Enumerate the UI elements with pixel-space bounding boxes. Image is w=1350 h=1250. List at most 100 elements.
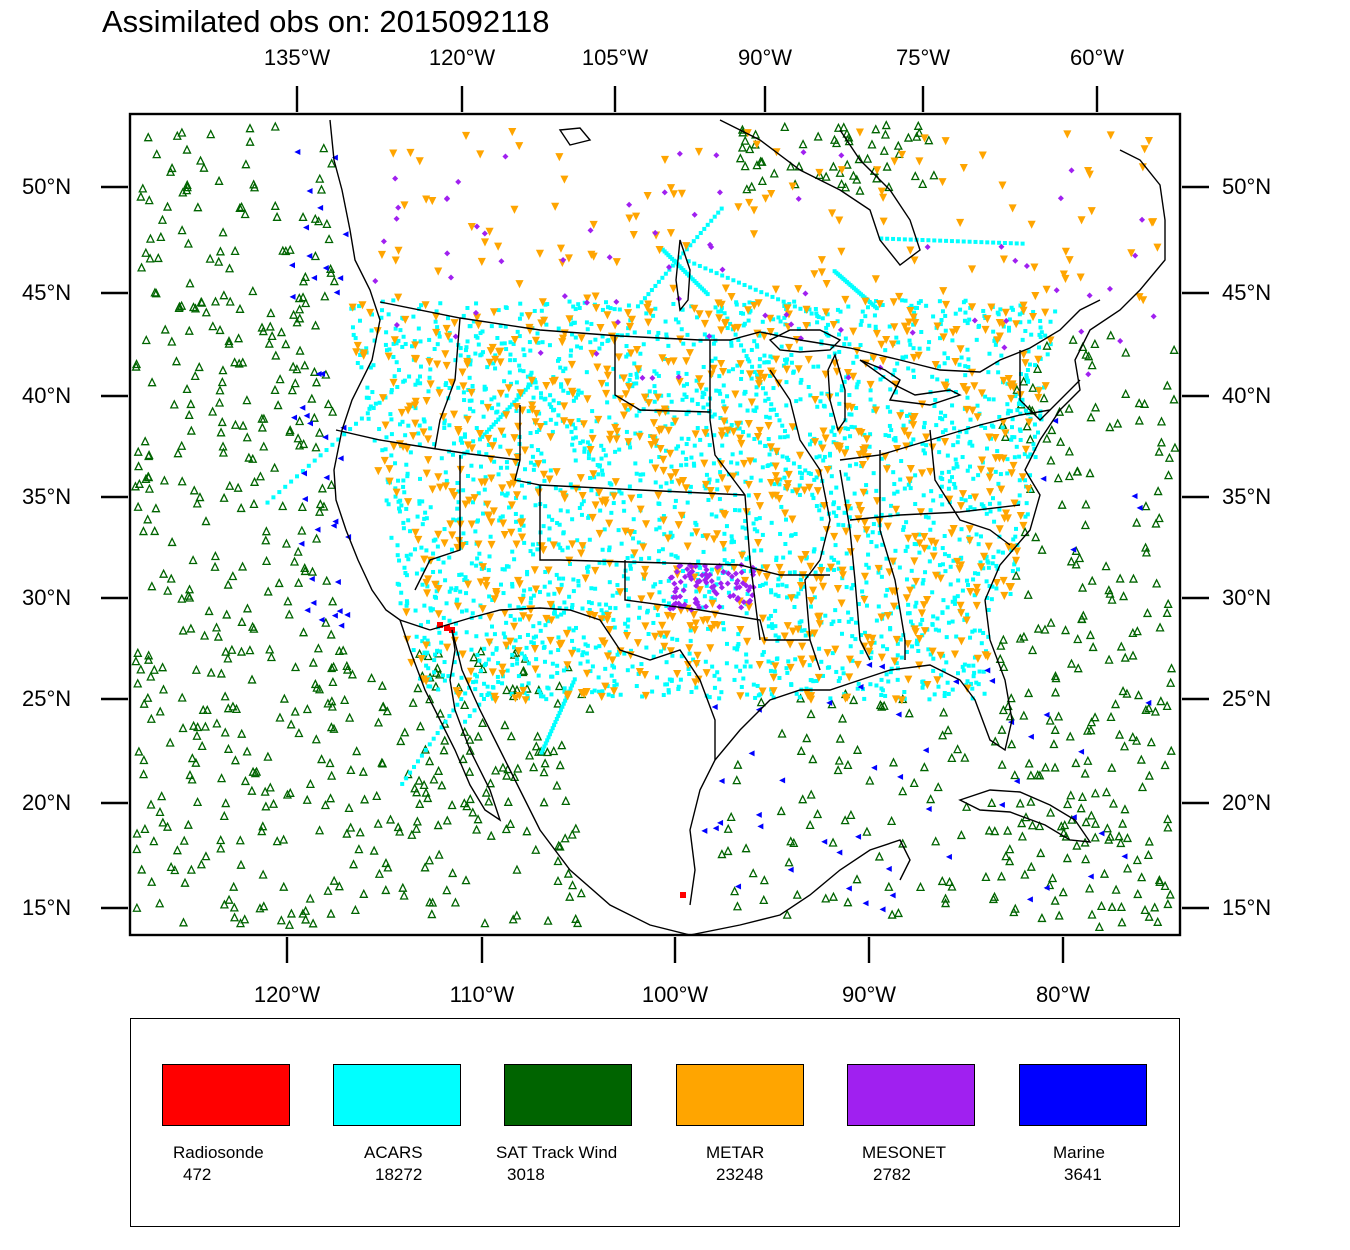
acars-marker bbox=[744, 535, 749, 540]
acars-marker bbox=[684, 247, 689, 252]
metar-marker bbox=[410, 354, 419, 363]
mesonet-marker bbox=[724, 580, 731, 587]
sat-wind-marker bbox=[310, 678, 320, 689]
metar-marker bbox=[603, 311, 612, 320]
acars-marker bbox=[1005, 402, 1010, 407]
acars-marker bbox=[904, 413, 909, 418]
acars-marker bbox=[461, 390, 466, 395]
acars-marker bbox=[558, 707, 563, 712]
radiosonde-marker bbox=[680, 892, 686, 898]
acars-marker bbox=[508, 614, 513, 619]
metar-marker bbox=[428, 197, 437, 206]
sat-wind-marker bbox=[1003, 825, 1013, 835]
metar-marker bbox=[431, 580, 440, 589]
sat-wind-marker bbox=[1133, 690, 1144, 700]
marine-marker bbox=[1087, 873, 1094, 880]
metar-marker bbox=[816, 574, 825, 584]
sat-wind-marker bbox=[465, 734, 475, 744]
acars-marker bbox=[800, 471, 805, 476]
metar-marker bbox=[832, 442, 841, 451]
sat-wind-marker bbox=[1083, 755, 1093, 765]
acars-marker bbox=[959, 355, 964, 360]
acars-marker bbox=[444, 601, 449, 606]
sat-wind-marker bbox=[247, 785, 257, 795]
sat-wind-marker bbox=[543, 915, 553, 925]
sat-wind-marker bbox=[334, 881, 344, 891]
acars-marker bbox=[517, 334, 522, 339]
metar-marker bbox=[1021, 359, 1030, 368]
sat-wind-marker bbox=[369, 845, 379, 855]
sat-wind-marker bbox=[1049, 739, 1059, 749]
sat-wind-marker bbox=[1050, 762, 1060, 772]
sat-wind-marker bbox=[941, 898, 951, 908]
acars-marker bbox=[427, 742, 432, 747]
top-lon-label: 90°W bbox=[737, 45, 793, 70]
metar-marker bbox=[626, 349, 636, 358]
sat-wind-marker bbox=[756, 156, 766, 166]
acars-marker bbox=[879, 512, 884, 517]
acars-marker bbox=[834, 514, 839, 519]
acars-marker bbox=[559, 582, 564, 587]
acars-marker bbox=[389, 432, 394, 437]
acars-marker bbox=[981, 504, 986, 509]
acars-marker bbox=[453, 358, 458, 363]
acars-marker bbox=[742, 302, 747, 307]
metar-marker bbox=[666, 449, 675, 458]
acars-marker bbox=[886, 679, 891, 684]
acars-marker bbox=[525, 572, 530, 577]
metar-marker bbox=[756, 369, 765, 378]
acars-marker bbox=[709, 218, 714, 223]
acars-marker bbox=[737, 426, 742, 431]
acars-marker bbox=[762, 360, 767, 365]
metar-marker bbox=[936, 574, 945, 583]
metar-marker bbox=[758, 614, 767, 623]
acars-marker bbox=[392, 374, 397, 379]
metar-marker bbox=[1004, 374, 1013, 384]
metar-marker bbox=[1147, 218, 1157, 227]
acars-marker bbox=[777, 482, 782, 487]
sat-wind-marker bbox=[821, 171, 831, 181]
metar-marker bbox=[654, 491, 663, 500]
acars-marker bbox=[457, 517, 462, 522]
acars-marker bbox=[774, 558, 779, 563]
acars-marker bbox=[891, 437, 896, 442]
sat-wind-marker bbox=[258, 869, 268, 879]
mesonet-marker bbox=[537, 349, 544, 356]
metar-marker bbox=[956, 345, 965, 354]
acars-marker bbox=[703, 266, 708, 271]
metar-marker bbox=[542, 614, 551, 623]
acars-marker bbox=[946, 486, 951, 491]
mesonet-marker bbox=[452, 333, 459, 340]
acars-marker bbox=[589, 488, 594, 493]
metar-marker bbox=[489, 507, 498, 516]
acars-marker bbox=[964, 578, 969, 583]
sat-wind-marker bbox=[328, 596, 338, 606]
sat-wind-marker bbox=[133, 501, 143, 511]
acars-marker bbox=[763, 581, 768, 586]
acars-marker bbox=[1016, 567, 1021, 572]
acars-marker bbox=[644, 311, 649, 316]
observation-markers bbox=[130, 120, 1180, 932]
sat-wind-marker bbox=[241, 159, 251, 169]
acars-marker bbox=[549, 405, 554, 410]
metar-marker bbox=[882, 335, 891, 345]
sat-wind-marker bbox=[215, 385, 225, 395]
acars-marker bbox=[943, 313, 948, 318]
mesonet-marker bbox=[740, 599, 747, 606]
acars-marker bbox=[649, 288, 654, 293]
acars-marker bbox=[979, 240, 984, 245]
metar-marker bbox=[719, 509, 728, 518]
acars-marker bbox=[389, 388, 394, 393]
metar-marker bbox=[955, 565, 964, 574]
sat-wind-marker bbox=[988, 893, 998, 904]
acars-marker bbox=[509, 692, 514, 697]
acars-marker bbox=[689, 455, 694, 460]
sat-wind-marker bbox=[501, 824, 511, 834]
acars-marker bbox=[790, 489, 795, 494]
great-lakes-michigan bbox=[827, 353, 846, 432]
sat-wind-marker bbox=[236, 502, 246, 513]
metar-marker bbox=[915, 157, 924, 166]
acars-marker bbox=[955, 594, 960, 599]
acars-marker bbox=[880, 303, 885, 308]
acars-marker bbox=[819, 659, 824, 664]
